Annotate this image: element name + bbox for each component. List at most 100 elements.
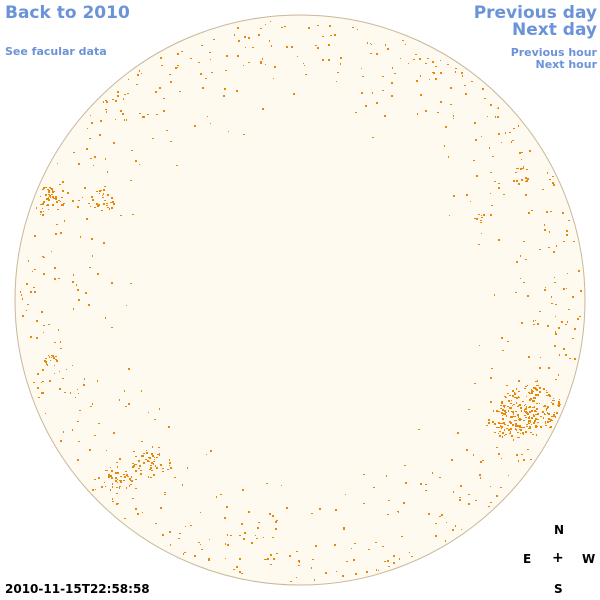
facula-point [519,426,521,427]
facula-point [42,208,43,209]
facula-point [372,137,374,138]
facula-point [112,486,113,488]
next-day-link[interactable]: Next day [512,20,597,40]
facula-point [79,410,81,411]
facula-point [200,73,202,75]
facula-point [488,419,490,421]
facula-point [499,435,501,437]
facula-point [521,419,522,420]
facula-point [120,110,122,112]
facula-point [537,394,539,396]
facula-point [504,435,505,436]
facula-point [120,480,122,482]
facula-point [86,218,88,220]
facula-point [154,459,155,460]
facula-point [530,432,532,433]
facula-point [124,119,125,121]
facula-point [500,425,501,427]
next-hour-link[interactable]: Next hour [535,58,598,71]
facula-point [553,400,555,401]
facula-point [565,354,567,356]
facula-point [511,141,512,143]
facula-point [37,373,39,375]
facula-point [405,482,407,484]
facula-point [525,181,527,182]
previous-day-link[interactable]: Previous day [473,3,597,23]
facula-point [533,397,535,399]
facula-point [516,402,517,404]
facula-point [43,325,45,326]
facula-point [385,44,386,46]
facula-point [529,426,531,428]
facula-point [48,194,50,195]
facula-point [372,92,373,94]
facula-point [535,320,536,321]
facula-point [151,462,153,464]
facula-point [54,373,55,374]
facula-point [48,324,50,325]
facula-point [90,158,92,159]
facula-point [185,526,186,527]
facula-point [465,93,467,95]
facula-point [482,460,484,461]
facula-point [580,290,582,292]
facula-point [148,476,149,478]
facula-point [201,549,203,550]
facula-point [115,119,116,120]
facula-point [387,48,389,50]
facula-point [468,494,470,495]
facula-point [507,406,509,407]
facula-point [61,197,63,198]
facula-point [521,152,523,153]
facula-point [451,459,453,461]
facula-point [258,522,260,523]
facula-point [40,196,41,197]
facula-point [509,421,511,423]
facula-point [130,180,132,181]
facula-point [501,403,503,404]
facula-point [540,426,542,428]
facula-point [550,419,551,421]
facula-point [477,218,478,220]
facula-point [119,487,120,489]
facula-point [446,522,447,523]
facula-point [362,76,364,77]
see-facular-data-link[interactable]: See facular data [5,45,107,58]
facula-point [113,203,115,205]
facula-point [315,545,317,547]
facula-point [432,472,433,474]
facula-point [542,411,544,413]
facula-point [50,197,51,198]
facula-point [550,396,551,397]
facula-point [243,65,244,66]
facula-point [481,136,482,137]
previous-hour-link[interactable]: Previous hour [510,46,597,59]
facula-point [520,433,521,434]
facula-point [128,368,130,370]
facula-point [272,537,274,538]
facula-point [63,431,64,433]
facula-point [106,203,108,204]
facula-point [512,425,514,426]
facula-point [55,198,57,200]
facula-point [405,44,406,45]
back-to-year-link[interactable]: Back to 2010 [5,3,130,23]
facula-point [555,316,556,317]
facula-point [201,45,203,46]
facula-point [330,35,332,36]
facula-point [562,212,564,214]
facula-point [200,544,201,545]
facula-point [473,454,474,456]
facula-point [548,413,550,415]
facula-point [515,425,517,427]
facula-point [152,446,153,448]
facula-point [117,91,119,93]
facula-point [536,403,538,404]
facula-point [509,132,511,133]
facula-point [498,453,500,455]
facula-point [522,432,524,434]
facula-point [563,288,565,290]
facula-point [242,489,244,491]
facula-point [546,408,548,409]
facula-point [498,433,499,434]
